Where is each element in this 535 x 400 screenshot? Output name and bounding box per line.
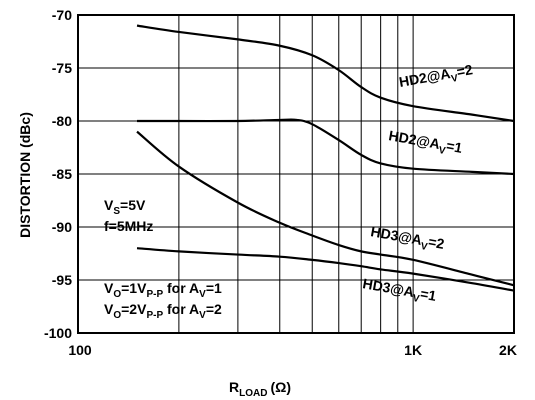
annotation-output-voltage-av1: VO=1VP-P for AV=1 [104,280,222,300]
x-axis-title: RLOAD (Ω) [229,379,291,399]
y-tick-label: -80 [52,113,72,129]
data-series [136,24,515,292]
series-line-2 [136,130,515,287]
series-label-hd2-av2: HD2@AV=2 [398,61,475,94]
annotation-supply-voltage: VS=5V [104,197,146,217]
series-label-hd2-av1: HD2@AV=1 [387,127,464,160]
x-tick-label: 1K [404,342,422,358]
y-tick-label: -95 [52,272,72,288]
annotation-frequency: f=5MHz [104,218,153,234]
annotation-output-voltage-av2: VO=2VP-P for AV=2 [104,301,222,321]
y-tick-label: -90 [52,219,72,235]
x-tick-label: 100 [68,342,92,358]
series-line-1 [137,118,515,176]
y-tick-labels: -70 -75 -80 -85 -90 -95 -100 [44,7,72,341]
y-tick-label: -70 [52,7,72,23]
y-tick-label: -85 [52,166,72,182]
y-axis-title: DISTORTION (dBc) [17,112,33,238]
y-tick-label: -75 [52,60,72,76]
x-tick-labels: 100 1K 2K [68,342,517,358]
x-tick-label: 2K [499,342,517,358]
plot-frame [77,14,515,334]
series-line-3 [136,247,515,292]
y-tick-label: -100 [44,325,72,341]
series-line-0 [136,24,515,123]
